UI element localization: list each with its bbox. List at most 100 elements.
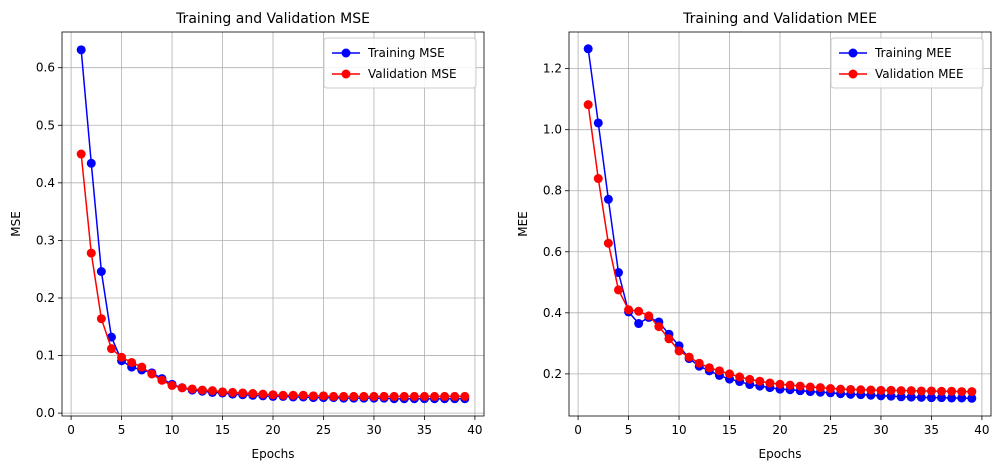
data-point xyxy=(603,238,613,248)
data-point xyxy=(339,391,349,401)
data-point xyxy=(258,389,268,399)
data-point xyxy=(856,385,866,395)
x-tick-label: 15 xyxy=(722,423,737,437)
data-point xyxy=(906,386,916,396)
data-point xyxy=(96,266,106,276)
y-tick-label: 0.4 xyxy=(543,306,562,320)
x-tick-label: 30 xyxy=(873,423,888,437)
data-point xyxy=(460,391,470,401)
legend-marker xyxy=(341,69,351,79)
x-tick-label: 40 xyxy=(467,423,482,437)
data-point xyxy=(117,352,127,362)
legend-marker xyxy=(848,48,858,58)
y-axis-label: MSE xyxy=(9,211,23,237)
y-tick-label: 0.1 xyxy=(36,349,55,363)
y-tick-label: 1.2 xyxy=(543,62,562,76)
data-point xyxy=(228,387,238,397)
data-point xyxy=(664,334,674,344)
data-point xyxy=(684,352,694,362)
legend-item: Validation MEE xyxy=(839,67,964,81)
data-point xyxy=(127,357,137,367)
data-point xyxy=(825,384,835,394)
data-point xyxy=(906,392,916,402)
x-tick-label: 30 xyxy=(366,423,381,437)
data-point xyxy=(76,45,86,55)
data-point xyxy=(785,380,795,390)
data-point xyxy=(916,386,926,396)
data-point xyxy=(937,386,947,396)
y-tick-label: 1.0 xyxy=(543,123,562,137)
data-point xyxy=(76,149,86,159)
data-point xyxy=(947,386,957,396)
data-point xyxy=(248,389,258,399)
data-point xyxy=(349,391,359,401)
data-point xyxy=(86,158,96,168)
data-point xyxy=(106,344,116,354)
legend-marker xyxy=(341,48,351,58)
legend-item: Validation MSE xyxy=(332,67,457,81)
data-point xyxy=(704,363,714,373)
legend-label: Training MSE xyxy=(367,46,445,60)
data-point xyxy=(795,381,805,391)
data-point xyxy=(957,387,967,397)
data-point xyxy=(896,386,906,396)
x-tick-label: 0 xyxy=(67,423,75,437)
data-point xyxy=(603,194,613,204)
data-point xyxy=(634,306,644,316)
data-point xyxy=(937,393,947,403)
y-tick-label: 0.6 xyxy=(543,245,562,259)
data-point xyxy=(197,385,207,395)
x-tick-label: 40 xyxy=(974,423,989,437)
legend-label: Validation MSE xyxy=(368,67,457,81)
y-axis-label: MEE xyxy=(516,211,530,237)
x-tick-label: 5 xyxy=(625,423,633,437)
data-point xyxy=(440,391,450,401)
data-point xyxy=(593,174,603,184)
chart-title: Training and Validation MSE xyxy=(175,11,370,27)
data-point xyxy=(755,376,765,386)
data-point xyxy=(308,391,318,401)
x-tick-label: 20 xyxy=(772,423,787,437)
x-tick-label: 20 xyxy=(265,423,280,437)
data-point xyxy=(866,385,876,395)
data-point xyxy=(613,285,623,295)
data-point xyxy=(694,358,704,368)
data-point xyxy=(96,314,106,324)
data-point xyxy=(399,391,409,401)
data-point xyxy=(765,378,775,388)
data-point xyxy=(947,393,957,403)
legend-marker xyxy=(848,69,858,79)
x-tick-label: 0 xyxy=(574,423,582,437)
axes-frame xyxy=(61,31,485,417)
data-point xyxy=(634,319,644,329)
data-point xyxy=(916,392,926,402)
y-tick-label: 0.5 xyxy=(36,118,55,132)
data-point xyxy=(207,386,217,396)
y-tick-label: 0.3 xyxy=(36,233,55,247)
data-point xyxy=(654,322,664,332)
data-point xyxy=(886,385,896,395)
series-validation-mee xyxy=(583,100,977,397)
data-point xyxy=(583,44,593,54)
data-point xyxy=(450,391,460,401)
data-point xyxy=(836,384,846,394)
y-tick-label: 0.4 xyxy=(36,176,55,190)
chart-mse: 0 5 10 15 20 25 30 35 40 0.0 0.1 0.2 0.3 0.4 0.5 0.6 Tra… xyxy=(9,11,485,461)
data-point xyxy=(967,387,977,397)
data-point xyxy=(187,384,197,394)
data-point xyxy=(369,391,379,401)
data-point xyxy=(268,390,278,400)
data-point xyxy=(157,375,167,385)
data-point xyxy=(714,366,724,376)
data-point xyxy=(775,379,785,389)
legend-item: Training MSE xyxy=(332,46,445,60)
data-point xyxy=(876,385,886,395)
x-tick-label: 35 xyxy=(417,423,432,437)
data-point xyxy=(430,391,440,401)
x-axis-label: Epochs xyxy=(759,447,802,461)
data-point xyxy=(745,374,755,384)
data-point xyxy=(137,362,147,372)
legend: Training MSE Validation MSE xyxy=(323,37,477,89)
data-point xyxy=(106,332,116,342)
